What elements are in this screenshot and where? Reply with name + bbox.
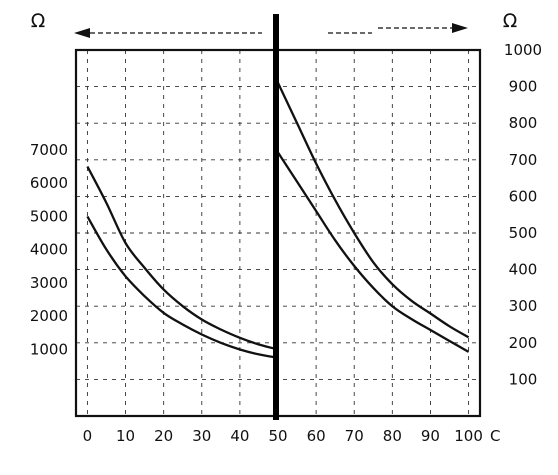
y-left-tick-label: 7000 <box>30 141 68 159</box>
y-left-tick-label: 5000 <box>30 207 68 225</box>
y-right-tick-label: 1000 <box>504 41 542 59</box>
x-tick-label: 30 <box>192 427 211 445</box>
x-tick-label: 100 <box>454 427 483 445</box>
tick-labels: 0 10 20 30 40 50 60 70 80 90 100 100 200 300 400 500 600… <box>30 41 542 445</box>
x-tick-label: 10 <box>116 427 135 445</box>
y-left-tick-label: 1000 <box>30 340 68 358</box>
x-tick-label: 50 <box>268 427 287 445</box>
x-tick-label: 0 <box>83 427 93 445</box>
left-unit-label: Ω <box>31 10 46 32</box>
y-right-tick-label: 900 <box>509 78 538 96</box>
y-right-tick-label: 700 <box>509 151 538 169</box>
right-panel-curve-1 <box>276 82 470 339</box>
y-left-tick-label: 4000 <box>30 241 68 259</box>
x-tick-label: 60 <box>307 427 326 445</box>
x-tick-label: 40 <box>230 427 249 445</box>
y-right-tick-label: 500 <box>509 224 538 242</box>
y-right-tick-label: 300 <box>509 297 538 315</box>
x-tick-label: 70 <box>345 427 364 445</box>
curves <box>86 82 470 359</box>
y-right-tick-label: 200 <box>509 334 538 352</box>
right-unit-label: Ω <box>503 10 518 32</box>
y-right-tick-label: 400 <box>509 261 538 279</box>
left-arrow <box>74 28 262 38</box>
left-panel-curve-2 <box>86 215 279 359</box>
y-right-tick-label: 100 <box>509 370 538 388</box>
y-right-tick-label: 600 <box>509 187 538 205</box>
right-arrow <box>328 23 468 34</box>
y-left-tick-label: 6000 <box>30 174 68 192</box>
y-right-tick-label: 800 <box>509 114 538 132</box>
x-axis-unit: C <box>490 427 500 445</box>
x-tick-label: 20 <box>154 427 173 445</box>
x-tick-label: 80 <box>383 427 402 445</box>
left-panel-curve-1 <box>86 165 279 351</box>
y-left-tick-label: 3000 <box>30 274 68 292</box>
right-panel-curve-2 <box>277 151 470 353</box>
x-tick-label: 90 <box>421 427 440 445</box>
y-left-tick-label: 2000 <box>30 307 68 325</box>
